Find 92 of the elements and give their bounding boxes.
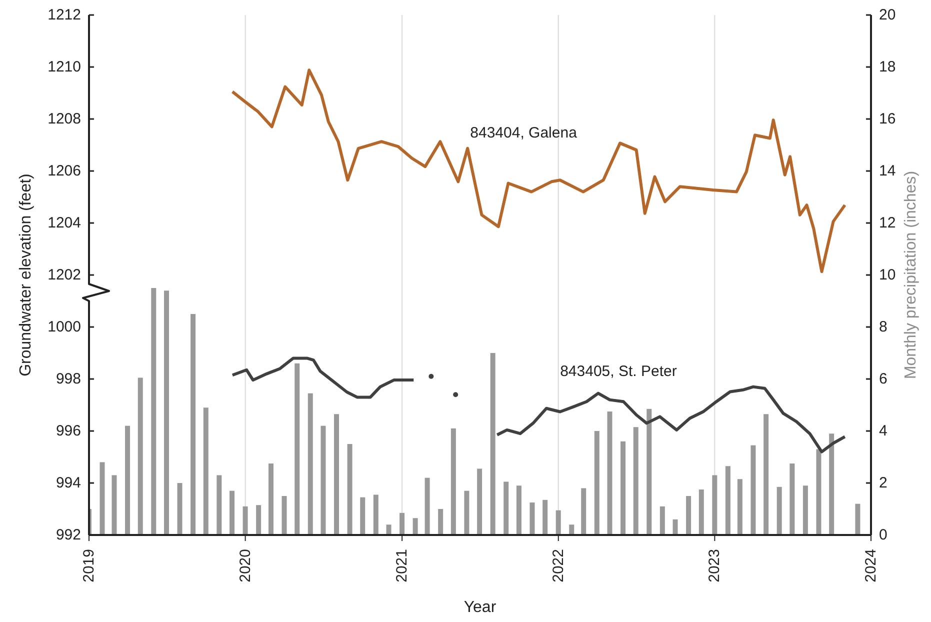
bar <box>737 479 742 535</box>
bar <box>698 490 704 535</box>
bar <box>672 519 678 535</box>
y2-tick-label: 10 <box>879 266 896 284</box>
bar <box>686 496 692 535</box>
bar <box>450 428 456 535</box>
bar <box>750 445 756 535</box>
bar <box>177 483 182 535</box>
x-tick-label: 2023 <box>706 549 724 582</box>
bar <box>829 434 834 535</box>
bar <box>816 449 822 535</box>
bar <box>581 488 586 535</box>
bar <box>386 524 392 535</box>
x-tick-label: 2020 <box>236 549 254 582</box>
bar <box>373 494 378 535</box>
y-axis-title: Groundwater elevation (feet) <box>18 174 34 376</box>
bar <box>504 482 509 535</box>
bar <box>607 412 612 535</box>
bar <box>646 408 652 535</box>
y-tick-label: 998 <box>56 370 81 388</box>
bar <box>294 363 300 535</box>
bar <box>569 524 574 535</box>
x-tick-label: 2019 <box>80 549 98 582</box>
bar <box>542 500 548 535</box>
y3-tick-label: 1204 <box>48 214 81 232</box>
y2-tick-label: 0 <box>879 526 888 544</box>
bar <box>347 444 352 535</box>
bar <box>164 290 169 535</box>
y2-axis-title: Monthly precipitation (inches) <box>902 170 920 380</box>
bar <box>790 464 795 535</box>
bar <box>151 288 156 535</box>
bar <box>190 314 196 535</box>
y-tick-label: 992 <box>56 526 81 544</box>
bar <box>477 468 482 535</box>
y2-tick-label: 2 <box>879 474 888 492</box>
bar <box>282 496 287 535</box>
series-label: 843405, St. Peter <box>560 362 677 380</box>
y2-tick-label: 8 <box>879 318 888 336</box>
bar <box>216 475 222 535</box>
x-tick-label: 2024 <box>862 549 880 582</box>
x-axis-title: Year <box>464 599 497 616</box>
y2-tick-label: 4 <box>879 422 888 440</box>
bar <box>320 426 326 535</box>
bar <box>530 502 535 535</box>
y3-tick-label: 1206 <box>48 162 81 180</box>
bar <box>125 426 130 535</box>
line-series <box>230 68 846 274</box>
bar <box>490 353 496 535</box>
y3-tick-label: 1208 <box>48 110 81 128</box>
bar <box>334 414 340 535</box>
y-tick-label: 996 <box>56 422 81 440</box>
bar <box>138 378 143 535</box>
bar <box>112 475 117 535</box>
bar <box>100 462 105 535</box>
bar <box>464 490 470 535</box>
bar <box>620 441 626 535</box>
y2-tick-label: 6 <box>879 370 888 388</box>
bar <box>556 510 561 535</box>
bar <box>633 427 638 535</box>
bar <box>360 497 366 535</box>
x-tick-label: 2021 <box>394 549 411 582</box>
bar <box>764 414 769 535</box>
bar <box>424 478 430 535</box>
y-tick-label: 1000 <box>48 318 81 336</box>
y3-tick-label: 1202 <box>48 266 81 284</box>
y2-tick-label: 14 <box>879 162 896 180</box>
bar <box>268 464 274 535</box>
bar <box>242 506 248 535</box>
series-label: 843404, Galena <box>470 124 578 142</box>
y3-tick-label: 1212 <box>48 6 81 24</box>
bar <box>412 518 418 535</box>
y3-tick-label: 1210 <box>48 58 81 76</box>
bar <box>230 490 235 535</box>
bar <box>308 393 313 535</box>
bar <box>660 506 665 535</box>
y2-tick-label: 12 <box>879 214 896 232</box>
bar <box>712 475 718 535</box>
bar <box>594 431 600 535</box>
bar <box>516 486 522 535</box>
bar <box>802 486 808 535</box>
bar <box>203 408 208 535</box>
x-tick-label: 2022 <box>550 549 567 582</box>
bar <box>725 466 730 535</box>
bar <box>256 505 262 535</box>
bar <box>855 504 860 535</box>
y2-tick-label: 18 <box>879 58 896 76</box>
bar <box>400 512 405 535</box>
y2-tick-label: 16 <box>879 110 896 128</box>
y-tick-label: 994 <box>56 474 81 492</box>
bar <box>776 486 782 535</box>
bar <box>438 509 444 535</box>
y2-tick-label: 20 <box>879 6 896 24</box>
